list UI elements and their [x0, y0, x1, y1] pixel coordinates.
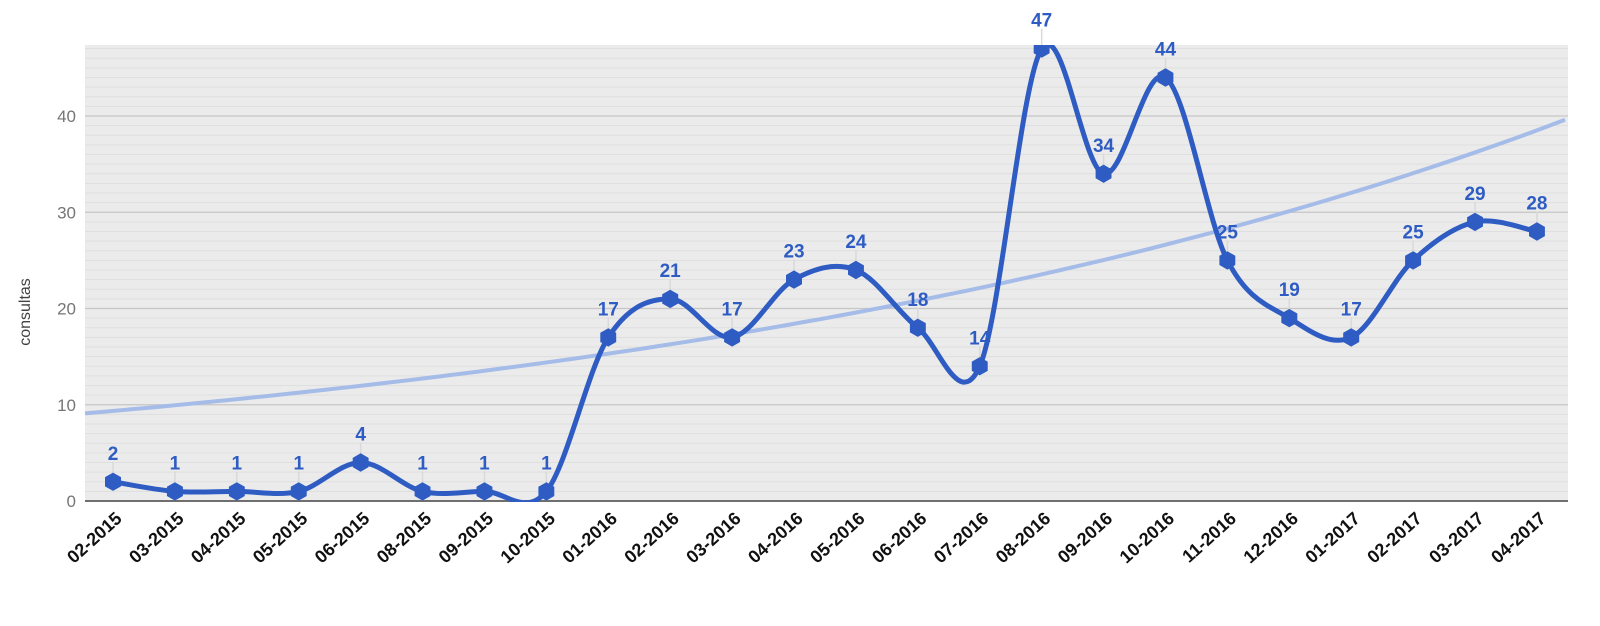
- data-label-09-2016: 34: [1093, 136, 1115, 157]
- data-label-03-2017: 29: [1464, 184, 1485, 205]
- data-point-09-2016[interactable]: [1095, 164, 1112, 183]
- data-label-08-2015: 1: [417, 453, 428, 474]
- data-point-02-2016[interactable]: [662, 289, 679, 309]
- x-tick-label: 10-2016: [1116, 508, 1178, 567]
- data-point-03-2016[interactable]: [724, 328, 741, 347]
- data-point-08-2015[interactable]: [414, 482, 431, 501]
- x-tick-label: 03-2016: [682, 508, 744, 567]
- y-tick-label: 10: [57, 396, 76, 415]
- x-tick-label: 06-2016: [868, 508, 930, 567]
- data-point-09-2015[interactable]: [476, 482, 493, 501]
- data-label-04-2017: 28: [1526, 194, 1547, 215]
- x-tick-label: 01-2017: [1301, 508, 1363, 567]
- y-tick-label: 30: [57, 203, 76, 222]
- data-point-04-2017[interactable]: [1529, 222, 1545, 241]
- x-tick-label: 02-2017: [1363, 508, 1425, 567]
- data-label-11-2016: 25: [1217, 222, 1239, 243]
- data-point-06-2015[interactable]: [352, 453, 369, 472]
- data-label-06-2015: 4: [355, 425, 366, 446]
- data-point-05-2016[interactable]: [848, 260, 864, 280]
- data-label-10-2016: 44: [1155, 40, 1177, 61]
- data-point-05-2015[interactable]: [290, 482, 307, 501]
- data-point-01-2016[interactable]: [600, 328, 617, 347]
- x-tick-label: 12-2016: [1239, 508, 1301, 567]
- x-tick-label: 08-2016: [992, 508, 1054, 567]
- data-point-11-2016[interactable]: [1219, 251, 1236, 270]
- data-label-02-2016: 21: [660, 261, 682, 282]
- x-tick-label: 09-2016: [1054, 508, 1116, 567]
- data-point-07-2016[interactable]: [971, 357, 988, 376]
- x-tick-label: 03-2017: [1425, 508, 1487, 567]
- data-label-10-2015: 1: [541, 453, 552, 474]
- data-series-line: [110, 45, 1540, 502]
- data-point-04-2015[interactable]: [228, 482, 245, 501]
- y-tick-label: 0: [67, 492, 76, 511]
- x-tick-label: 09-2015: [435, 508, 497, 567]
- data-label-04-2016: 23: [783, 242, 804, 263]
- y-axis-title: consultas: [17, 278, 34, 346]
- data-points: [105, 39, 1545, 501]
- x-tick-label: 02-2016: [620, 508, 682, 567]
- x-tick-label: 04-2016: [744, 508, 806, 567]
- data-label-03-2015: 1: [170, 453, 181, 474]
- exponential-trendline: [84, 117, 1566, 416]
- data-point-03-2015[interactable]: [166, 482, 183, 501]
- x-axis: 02-2015 03-2015 04-2015 05-2015 06-2015 08-20…: [63, 508, 1549, 567]
- x-tick-label: 05-2015: [249, 508, 311, 567]
- trendline: [84, 117, 1566, 416]
- x-tick-label: 02-2015: [63, 508, 125, 567]
- x-tick-label: 06-2015: [311, 508, 373, 567]
- data-point-02-2017[interactable]: [1405, 251, 1422, 270]
- x-tick-label: 08-2015: [373, 508, 435, 567]
- data-point-08-2016[interactable]: [1033, 39, 1050, 58]
- x-tick-label: 04-2017: [1487, 508, 1549, 567]
- data-label-12-2016: 19: [1279, 280, 1300, 301]
- gridlines: [85, 48, 1568, 502]
- data-label-08-2016: 47: [1031, 11, 1052, 32]
- data-label-05-2016: 24: [845, 232, 867, 253]
- data-label-01-2016: 17: [598, 299, 619, 320]
- data-point-06-2016[interactable]: [909, 318, 926, 337]
- x-tick-label: 03-2015: [125, 508, 187, 567]
- data-point-12-2016[interactable]: [1281, 308, 1298, 328]
- data-point-03-2017[interactable]: [1467, 212, 1483, 232]
- x-tick-label: 10-2015: [497, 508, 559, 567]
- data-point-04-2016[interactable]: [786, 270, 802, 289]
- x-tick-label: 11-2016: [1178, 508, 1240, 566]
- data-point-10-2016[interactable]: [1157, 68, 1174, 87]
- y-axis: 0 10 20 30 40: [57, 107, 76, 511]
- data-point-10-2015[interactable]: [538, 482, 555, 501]
- x-tick-label: 01-2016: [558, 508, 620, 567]
- y-tick-label: 40: [57, 107, 76, 126]
- data-label-04-2015: 1: [232, 453, 243, 474]
- data-point-02-2015[interactable]: [105, 472, 121, 491]
- data-point-01-2017[interactable]: [1343, 328, 1360, 347]
- data-label-05-2015: 1: [293, 453, 304, 474]
- y-tick-label: 20: [57, 300, 76, 319]
- data-label-01-2017: 17: [1341, 299, 1362, 320]
- data-label-09-2015: 1: [479, 453, 490, 474]
- data-label-02-2015: 2: [108, 444, 119, 465]
- x-tick-label: 04-2015: [187, 508, 249, 567]
- data-label-07-2016: 14: [969, 328, 991, 349]
- plot-area: [85, 45, 1568, 501]
- x-tick-label: 07-2016: [930, 508, 992, 567]
- consultas-series-path: [110, 45, 1540, 502]
- x-tick-label: 05-2016: [806, 508, 868, 567]
- data-label-06-2016: 18: [907, 290, 928, 311]
- data-label-02-2017: 25: [1403, 222, 1425, 243]
- data-label-03-2016: 17: [722, 299, 743, 320]
